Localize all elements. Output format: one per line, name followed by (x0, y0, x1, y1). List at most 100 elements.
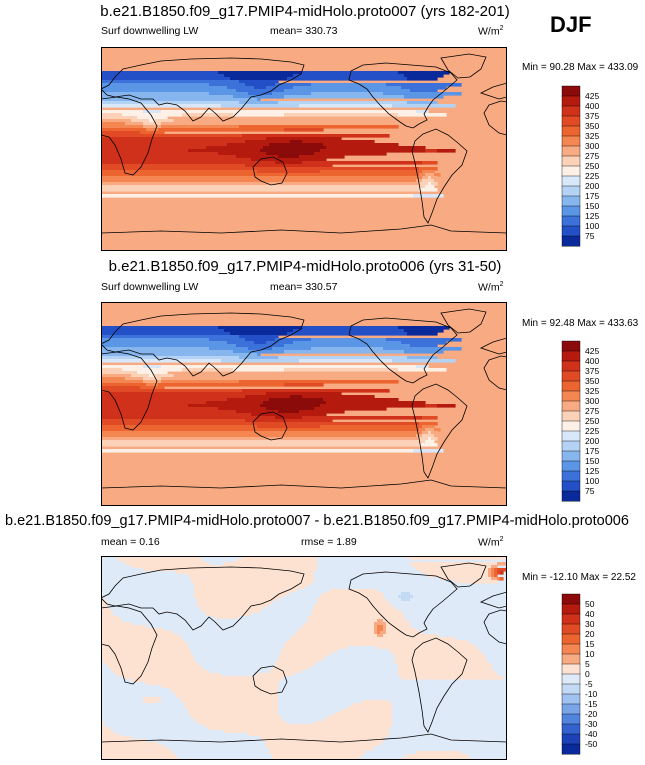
map-cell (488, 571, 492, 575)
map-cell (302, 625, 375, 629)
colorbar-swatch (561, 205, 581, 217)
map-cell (308, 619, 378, 623)
map-cell (206, 613, 252, 617)
map-cell (425, 149, 438, 153)
map-cell (131, 374, 150, 378)
map-cell (494, 568, 498, 572)
panel-2-variable: Surf downwelling LW (101, 281, 199, 293)
colorbar-label: 0 (585, 669, 590, 679)
map-cell (317, 556, 408, 560)
colorbar-swatch (561, 663, 581, 675)
map-cell (179, 757, 273, 760)
map-cell (431, 182, 438, 186)
coastline (101, 566, 305, 631)
map-cell (389, 649, 480, 653)
colorbar-label: 375 (585, 111, 599, 121)
map-cell (104, 661, 198, 665)
map-cell (389, 730, 495, 734)
map-cell (101, 754, 177, 758)
map-cell (404, 74, 444, 78)
map-cell (143, 122, 162, 126)
map-cell (386, 83, 462, 87)
map-cell (377, 646, 477, 650)
map-cell (101, 652, 192, 656)
map-cell (407, 754, 468, 758)
map-cell (290, 395, 303, 399)
map-cell (284, 128, 324, 132)
map-cell (284, 595, 321, 599)
map-cell (347, 646, 378, 650)
map-cell (500, 577, 504, 581)
map-cell (209, 670, 270, 674)
map-cell (377, 625, 384, 629)
map-cell (101, 92, 210, 96)
map-cell (101, 149, 189, 153)
map-cell (179, 634, 294, 638)
map-frame (101, 556, 507, 760)
map-cell (398, 667, 492, 671)
map-cell (281, 679, 402, 683)
map-cell (491, 571, 495, 575)
map-cell (386, 622, 411, 626)
map-cell (191, 649, 282, 653)
map-cell (404, 350, 444, 354)
map-cell (314, 574, 429, 578)
coastline (483, 100, 507, 136)
colorbar-swatch (561, 105, 581, 117)
map-cell (422, 425, 435, 429)
colorbar-swatch (561, 643, 581, 655)
map-cell (119, 559, 204, 563)
colorbar-label: 50 (585, 599, 595, 609)
map-cell (125, 562, 210, 566)
map-cell (101, 748, 171, 752)
map-cell (419, 182, 429, 186)
map-cell (101, 152, 219, 156)
map-cell (101, 637, 183, 641)
map-cell (284, 95, 405, 99)
map-cell (431, 431, 438, 435)
map-cell (326, 655, 396, 659)
panel-3-map (101, 556, 507, 760)
map-cell (317, 601, 390, 605)
map-cell (398, 670, 495, 674)
map-cell (272, 347, 312, 351)
coastline (101, 96, 158, 176)
map-cell (407, 101, 438, 105)
map-cell (254, 341, 267, 345)
map-cell (122, 619, 309, 623)
map-cell (101, 658, 195, 662)
map-cell (425, 404, 438, 408)
map-cell (287, 721, 315, 725)
map-cell (284, 344, 411, 348)
map-cell (161, 697, 180, 701)
map-cell (101, 586, 195, 590)
map-cell (248, 92, 273, 96)
map-cell (404, 613, 498, 617)
colorbar-label: 100 (585, 476, 599, 486)
map-cell (389, 733, 498, 737)
map-cell (101, 338, 210, 342)
map-cell (269, 398, 324, 402)
map-cell (119, 616, 216, 620)
map-cell (101, 649, 192, 653)
map-cell (245, 419, 333, 423)
map-cell (101, 589, 195, 593)
map-cell (275, 338, 312, 342)
map-cell (293, 86, 402, 90)
map-cell (248, 733, 390, 737)
map-cell (392, 652, 483, 656)
map-cell (101, 580, 192, 584)
map-cell (299, 359, 393, 363)
panel-2-units: W/m2 (478, 281, 504, 294)
map-cell (101, 161, 276, 165)
map-cell (257, 98, 261, 102)
map-cell (236, 410, 279, 414)
coastline (101, 605, 158, 685)
map-cell (314, 577, 441, 581)
map-cell (422, 161, 438, 165)
map-cell (386, 598, 402, 602)
colorbar-label: 425 (585, 346, 599, 356)
map-cell (110, 667, 204, 671)
map-cell (161, 125, 240, 129)
map-cell (314, 580, 456, 584)
